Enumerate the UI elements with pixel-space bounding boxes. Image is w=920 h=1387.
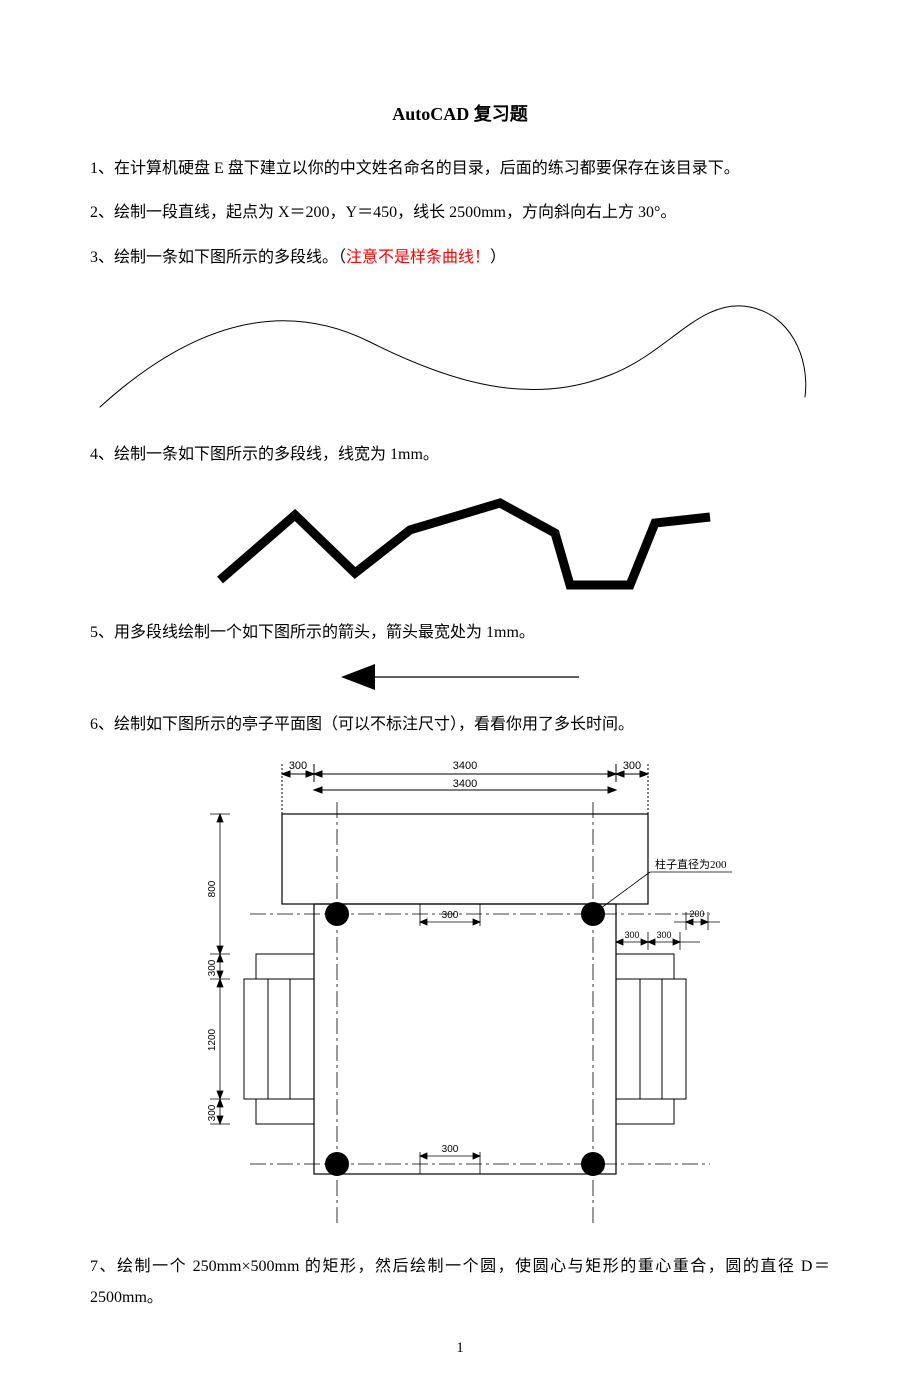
figure-plan: 300 3400 300 3400 (90, 754, 830, 1234)
svg-text:300: 300 (207, 960, 218, 977)
svg-text:3400: 3400 (453, 760, 477, 772)
figure-polyline-wave (90, 287, 830, 422)
figure-arrow (90, 662, 830, 692)
svg-text:300: 300 (289, 760, 307, 772)
svg-text:300: 300 (623, 760, 641, 772)
question-4: 4、绘制一条如下图所示的多段线，线宽为 1mm。 (90, 440, 830, 470)
question-3: 3、绘制一条如下图所示的多段线。（注意不是样条曲线！） (90, 243, 830, 273)
svg-text:1200: 1200 (207, 1029, 218, 1052)
question-3-text-a: 3、绘制一条如下图所示的多段线。（ (90, 249, 346, 266)
svg-text:300: 300 (207, 1105, 218, 1122)
page-number: 1 (0, 1340, 920, 1357)
document-page: AutoCAD 复习题 1、在计算机硬盘 E 盘下建立以你的中文姓名命名的目录，… (0, 0, 920, 1387)
zigzag-svg (200, 485, 720, 595)
question-3-warning: 注意不是样条曲线！ (346, 249, 490, 266)
question-6: 6、绘制如下图所示的亭子平面图（可以不标注尺寸），看看你用了多长时间。 (90, 710, 830, 740)
svg-text:300: 300 (442, 910, 459, 921)
page-title: AutoCAD 复习题 (90, 100, 830, 126)
figure-thick-polyline (90, 485, 830, 600)
question-1: 1、在计算机硬盘 E 盘下建立以你的中文姓名命名的目录，后面的练习都要保存在该目… (90, 154, 830, 184)
wave-svg (90, 287, 810, 417)
svg-text:300: 300 (624, 930, 639, 940)
svg-text:300: 300 (442, 1144, 459, 1155)
svg-text:200: 200 (689, 909, 704, 919)
plan-svg: 300 3400 300 3400 (180, 754, 740, 1234)
arrow-svg (335, 662, 585, 692)
question-7: 7、绘制一个 250mm×500mm 的矩形，然后绘制一个圆，使圆心与矩形的重心… (90, 1252, 830, 1313)
svg-text:300: 300 (656, 930, 671, 940)
question-2: 2、绘制一段直线，起点为 X＝200，Y＝450，线长 2500mm，方向斜向右… (90, 198, 830, 228)
svg-text:800: 800 (207, 881, 218, 898)
svg-text:3400: 3400 (453, 778, 477, 790)
question-5: 5、用多段线绘制一个如下图所示的箭头，箭头最宽处为 1mm。 (90, 618, 830, 648)
svg-text:柱子直径为200: 柱子直径为200 (655, 857, 727, 871)
question-3-text-c: ） (490, 249, 506, 266)
